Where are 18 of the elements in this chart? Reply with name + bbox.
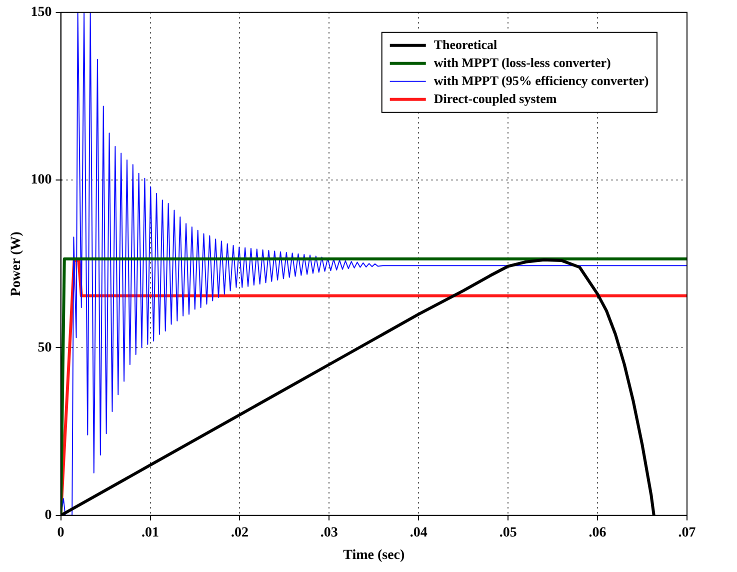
y-axis-title: Power (W) xyxy=(9,231,24,296)
x-tick-label: .01 xyxy=(142,525,160,540)
x-tick-label: .02 xyxy=(230,525,248,540)
x-tick-label: .05 xyxy=(499,525,517,540)
legend-label: with MPPT (95% efficiency converter) xyxy=(434,72,649,88)
x-tick-label: 0 xyxy=(57,525,64,540)
legend-label: with MPPT (loss-less converter) xyxy=(434,54,611,70)
x-tick-label: .03 xyxy=(320,525,338,540)
y-tick-label: 150 xyxy=(30,5,52,20)
y-tick-label: 0 xyxy=(44,508,52,524)
y-tick-label: 100 xyxy=(30,172,52,188)
x-tick-label: .06 xyxy=(588,525,606,540)
y-tick-label: 50 xyxy=(38,340,52,356)
legend-label: Direct-coupled system xyxy=(434,90,557,106)
legend-label: Theoretical xyxy=(434,36,498,52)
x-tick-label: .04 xyxy=(410,525,428,540)
x-axis-title: Time (sec) xyxy=(343,548,406,564)
x-tick-label: .07 xyxy=(678,525,696,540)
